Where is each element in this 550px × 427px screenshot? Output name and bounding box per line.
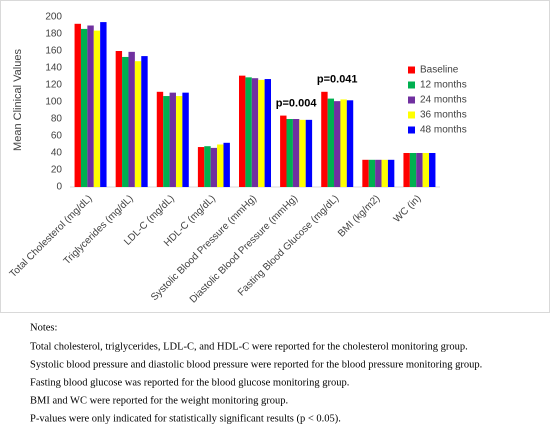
bar [292, 119, 300, 187]
bar [409, 153, 417, 187]
y-tick-label: 0 [56, 182, 62, 193]
y-tick-label: 60 [51, 131, 63, 142]
y-tick-label: 140 [45, 63, 62, 74]
bar [204, 146, 211, 187]
bar [115, 51, 123, 187]
legend-label: Baseline [420, 65, 459, 76]
bar [368, 159, 376, 187]
bar [334, 101, 341, 187]
y-tick-label: 80 [51, 114, 63, 125]
bar [299, 119, 306, 187]
bar [163, 96, 170, 187]
bar [416, 153, 423, 187]
bar [346, 100, 354, 187]
x-tick-label: Triglycerides (mg/dL) [62, 193, 136, 267]
bar [122, 56, 129, 188]
bar [305, 119, 313, 187]
note-line: BMI and WC were reported for the weight … [30, 395, 288, 406]
x-tick-label: WC (in) [392, 193, 424, 225]
legend-label: 36 months [420, 110, 467, 121]
note-line: Total cholesterol, triglycerides, LDL-C,… [30, 341, 468, 352]
bar [429, 153, 436, 187]
bar [251, 78, 259, 187]
note-line: P-values were only indicated for statist… [30, 413, 341, 424]
note-line: Systolic blood pressure and diastolic bl… [30, 359, 482, 370]
y-tick-label: 40 [51, 148, 63, 159]
legend-swatch [408, 96, 415, 104]
bar [175, 96, 183, 187]
bar [100, 22, 107, 187]
annotation: p=0.041 [317, 74, 358, 86]
legend-label: 48 months [420, 125, 467, 136]
y-tick-label: 120 [45, 80, 62, 91]
bar [321, 91, 328, 187]
notes-title: Notes: [30, 322, 57, 333]
y-tick-label: 20 [51, 165, 63, 176]
bar [327, 98, 335, 187]
y-tick-label: 100 [45, 97, 62, 108]
bar [387, 159, 395, 187]
y-tick-label: 200 [45, 12, 62, 23]
y-axis-label: Mean Clinical Values [12, 49, 24, 151]
bar [264, 79, 271, 187]
bar [362, 159, 369, 187]
bar [403, 153, 410, 187]
bar [223, 142, 230, 187]
x-tick-label: BMI (kg/m2) [336, 193, 382, 239]
bar [286, 119, 293, 187]
bar [80, 28, 88, 188]
bar [156, 91, 164, 187]
bar [245, 77, 252, 187]
note-line: Fasting blood glucose was reported for t… [30, 377, 349, 388]
bar [217, 144, 224, 187]
bar [340, 99, 347, 187]
bar [375, 159, 382, 187]
y-tick-label: 180 [45, 29, 62, 40]
bar [169, 92, 176, 187]
bar [128, 51, 135, 187]
bar [87, 25, 94, 187]
legend-label: 12 months [420, 80, 467, 91]
bar [74, 23, 81, 187]
bar [197, 147, 205, 187]
x-tick-label: Total Cholesterol (mg/dL) [8, 193, 95, 280]
annotation: p=0.004 [276, 98, 318, 110]
bar [239, 75, 246, 187]
legend-swatch [408, 66, 415, 74]
bar [141, 56, 148, 187]
legend-label: 24 months [420, 95, 467, 106]
bar [210, 147, 218, 187]
bar [182, 92, 189, 187]
legend-swatch [408, 111, 415, 119]
bar [422, 153, 430, 187]
y-tick-label: 160 [45, 46, 62, 57]
legend-swatch [408, 81, 415, 89]
bar [381, 159, 388, 187]
legend-swatch [408, 126, 415, 134]
bar [93, 30, 101, 187]
bar [134, 61, 142, 188]
bar [258, 79, 265, 187]
bar [280, 115, 287, 187]
